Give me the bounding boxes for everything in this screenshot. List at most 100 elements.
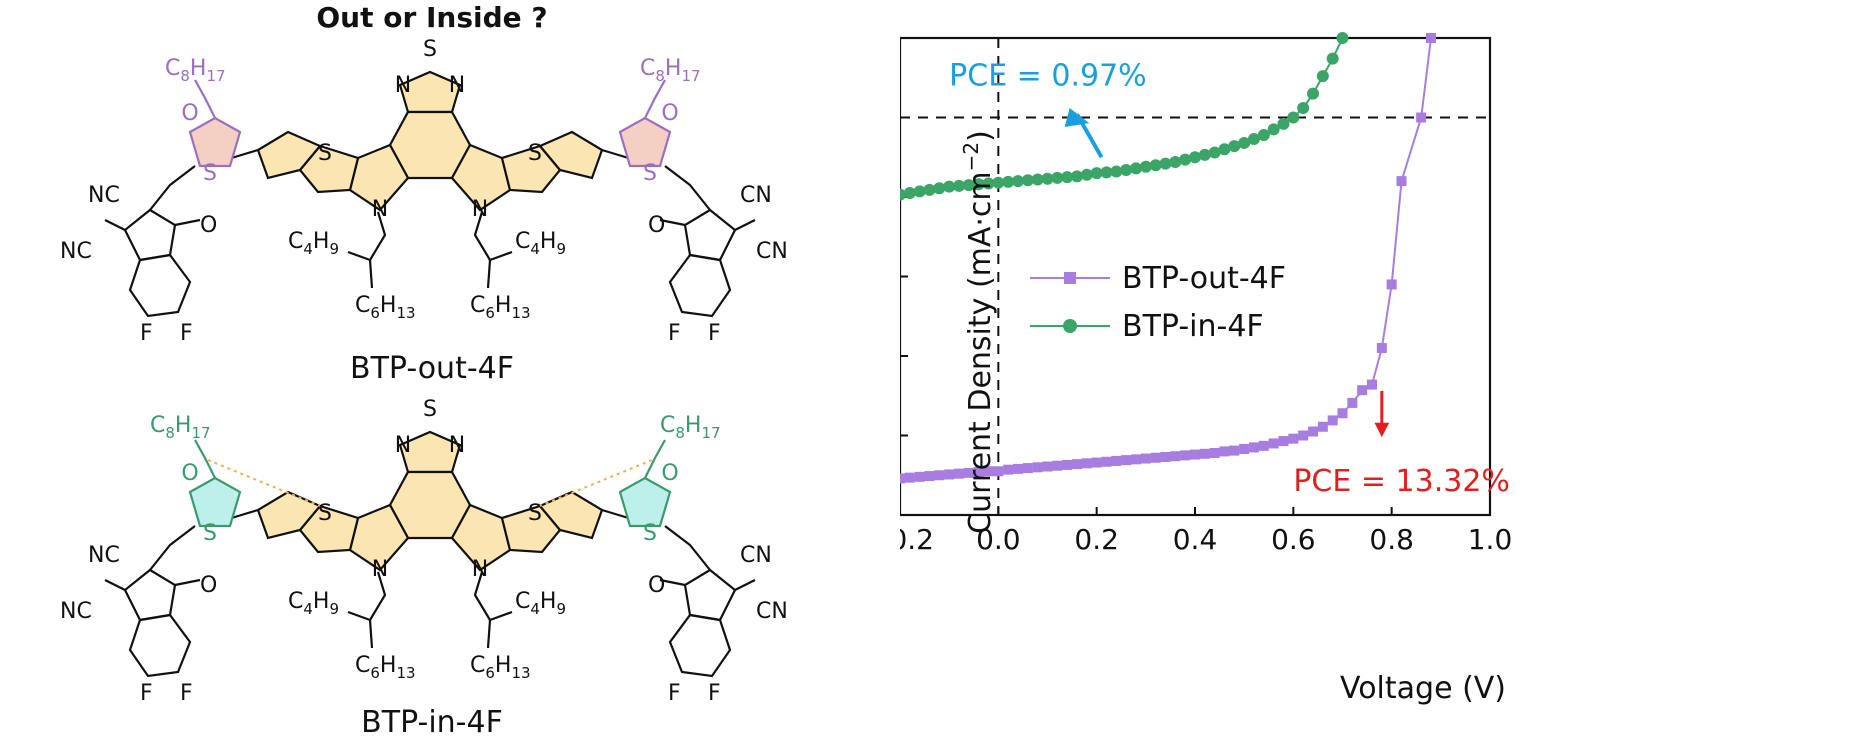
data-point [1170, 451, 1181, 462]
data-point [1208, 146, 1221, 159]
data-point [1072, 459, 1082, 470]
x-tick-label: 1.0 [1468, 523, 1513, 556]
alkyl-c4h9-right-2: C4H9 [515, 589, 566, 618]
core-n-left-label: N [372, 197, 388, 222]
x-tick-label: −0.2 [900, 523, 934, 556]
data-point [1396, 176, 1407, 187]
series-layer [894, 32, 1436, 484]
carbonyl-o-right: O [648, 213, 665, 238]
side-chain-right-formula: C8H17 [640, 56, 701, 85]
data-point [1416, 112, 1427, 123]
data-point [1013, 463, 1023, 474]
thiadiazole-n1-label: N [395, 73, 411, 98]
data-point [934, 470, 945, 481]
data-point [1003, 464, 1014, 475]
core-s-left-label: S [318, 141, 332, 166]
pce-annotation-in: PCE = 0.97% [949, 59, 1147, 94]
carbonyl-o-left-2: O [200, 573, 217, 598]
data-point [1307, 87, 1319, 100]
data-point [1229, 445, 1240, 456]
series-btp-in-4f [894, 32, 1349, 201]
x-tick-label: 0.6 [1271, 523, 1316, 556]
data-point [973, 467, 984, 478]
data-point [1101, 456, 1112, 467]
data-point [1337, 408, 1348, 419]
jv-chart-panel: −0.20.00.20.40.60.81.0−25−20−15−10−505 P… [831, 0, 1860, 744]
data-point [1150, 452, 1161, 463]
core-s-right-label-2: S [528, 501, 542, 526]
data-point [1081, 458, 1092, 469]
data-point [953, 179, 965, 192]
data-point [1090, 167, 1103, 180]
cyano-nc-upper-left-2: NC [88, 543, 120, 568]
data-point [1327, 415, 1338, 426]
carbonyl-o-right-2: O [648, 573, 665, 598]
legend-marker [1064, 272, 1076, 284]
side-chain-right-formula-2: C8H17 [660, 413, 721, 442]
core-n-right-label: N [472, 197, 488, 222]
data-point [1130, 162, 1142, 175]
data-point [1121, 455, 1132, 466]
data-point [913, 185, 926, 198]
data-point [963, 467, 974, 478]
fluorine-1-left-2: F [140, 681, 153, 706]
alkyl-c4h9-left-2: C4H9 [288, 589, 339, 618]
data-point [1298, 430, 1309, 441]
core-s-right-label: S [528, 141, 542, 166]
data-point [993, 466, 1004, 477]
noncovalent-interaction-right [539, 459, 653, 507]
data-point [1297, 101, 1310, 114]
cyano-cn-upper-right-2: CN [740, 543, 772, 568]
data-point [983, 466, 994, 477]
alkyl-c4h9-left: C4H9 [288, 229, 339, 258]
alkyl-c6h13-right: C6H13 [470, 293, 531, 322]
data-point [1160, 451, 1171, 462]
data-point [1159, 157, 1172, 170]
fluorine-2-right: F [708, 321, 721, 346]
data-point [1267, 123, 1280, 136]
pce-arrowhead-out [1374, 422, 1390, 438]
data-point [1347, 397, 1358, 408]
data-point [904, 472, 915, 483]
data-point [1308, 426, 1318, 437]
side-chain-o-right-label-2: O [661, 461, 678, 486]
core-n-right-label-2: N [472, 557, 488, 582]
data-point [954, 468, 964, 479]
data-point [1249, 442, 1259, 453]
cyano-cn-lower-right: CN [756, 239, 788, 264]
core-n-left-label-2: N [372, 557, 388, 582]
data-point [1336, 32, 1349, 44]
data-point [1120, 163, 1133, 176]
pce-arrowhead-in [1064, 107, 1090, 128]
legend-marker [1063, 319, 1077, 333]
data-point [1317, 421, 1328, 432]
data-point [933, 182, 946, 195]
jv-chart-svg: −0.20.00.20.40.60.81.0−25−20−15−10−505 P… [831, 22, 1513, 706]
thiadiazole-n2-label-2: N [449, 433, 465, 458]
figure-question-title: Out or Inside ? [316, 1, 547, 34]
cyano-nc-upper-left: NC [88, 183, 120, 208]
data-point [1140, 453, 1151, 464]
thiadiazole-n1-label-2: N [395, 433, 411, 458]
data-point [1091, 457, 1102, 468]
side-chain-o-right-label: O [661, 101, 678, 126]
data-point [1219, 446, 1230, 457]
data-point [1268, 438, 1279, 449]
data-point [1131, 454, 1141, 465]
data-point [1199, 448, 1210, 459]
data-point [982, 177, 995, 190]
pce-annotation-out: PCE = 13.32% [1293, 464, 1510, 499]
carbonyl-o-left: O [200, 213, 217, 238]
data-point [1218, 143, 1231, 156]
data-point [1277, 117, 1290, 130]
molecule-btp-in-4f: S N N N N S S S S O O C8H17 C8H17 NC NC … [60, 397, 788, 740]
molecule-out-skeleton [103, 70, 757, 318]
data-point [1139, 160, 1152, 173]
data-point [992, 176, 1005, 189]
data-point [1258, 440, 1269, 451]
alkyl-c4h9-right: C4H9 [515, 229, 566, 258]
data-point [1190, 449, 1200, 460]
data-point [1062, 459, 1073, 470]
data-point [1031, 173, 1044, 186]
data-point [1080, 168, 1093, 181]
